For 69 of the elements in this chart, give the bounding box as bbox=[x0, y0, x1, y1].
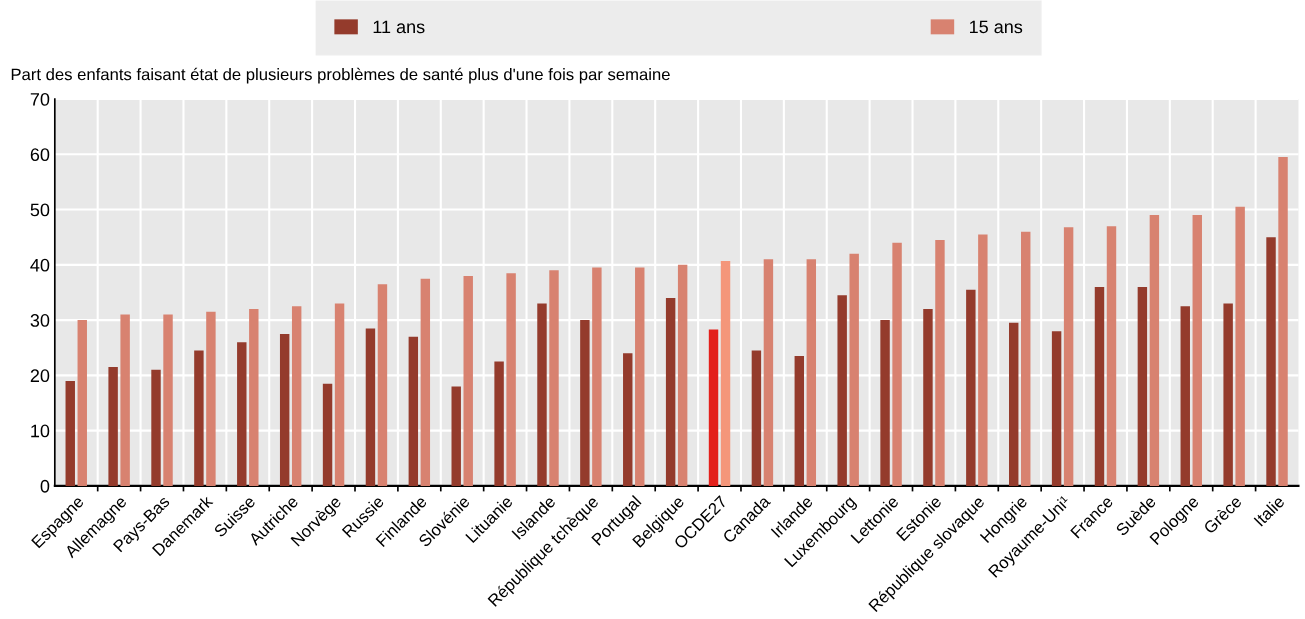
bar bbox=[451, 386, 461, 486]
bar bbox=[677, 264, 688, 486]
bar bbox=[463, 275, 473, 486]
bar bbox=[279, 333, 290, 486]
bar bbox=[763, 259, 774, 486]
bar bbox=[1137, 286, 1148, 486]
bar bbox=[849, 253, 859, 486]
bar bbox=[1266, 237, 1276, 486]
bar bbox=[720, 260, 731, 486]
bar bbox=[1021, 231, 1031, 486]
bar bbox=[206, 311, 216, 486]
bar bbox=[108, 367, 118, 486]
bar bbox=[978, 234, 988, 486]
y-tick-label: 0 bbox=[40, 479, 50, 493]
bar bbox=[249, 309, 259, 486]
bar bbox=[408, 336, 419, 486]
bar bbox=[923, 309, 933, 486]
bar bbox=[1192, 215, 1202, 486]
y-tick-label: 70 bbox=[30, 92, 50, 106]
bar bbox=[1223, 303, 1233, 486]
y-tick-label: 30 bbox=[30, 314, 50, 327]
bar bbox=[377, 284, 388, 486]
bar bbox=[1235, 206, 1245, 486]
legend-label: 11 ans bbox=[373, 20, 425, 34]
bar bbox=[708, 329, 719, 486]
bar bbox=[506, 273, 516, 486]
bar bbox=[1063, 227, 1074, 486]
bar bbox=[1051, 331, 1062, 486]
bar bbox=[291, 306, 302, 486]
bar bbox=[151, 369, 161, 486]
bar bbox=[1149, 215, 1160, 486]
bar bbox=[549, 270, 559, 486]
bar bbox=[592, 267, 602, 486]
bar bbox=[537, 303, 547, 486]
bar bbox=[194, 350, 204, 486]
bar bbox=[322, 383, 333, 486]
bar bbox=[794, 356, 805, 486]
bar bbox=[120, 314, 130, 486]
bar bbox=[892, 242, 902, 486]
y-tick-label: 40 bbox=[30, 258, 50, 272]
bar bbox=[420, 278, 431, 486]
bar bbox=[65, 380, 75, 486]
bar bbox=[751, 350, 762, 486]
bar bbox=[237, 342, 247, 486]
bar bbox=[1106, 226, 1117, 486]
bar bbox=[935, 239, 945, 486]
y-tick-label: 20 bbox=[30, 369, 50, 383]
bar bbox=[1094, 286, 1105, 486]
bar bbox=[77, 320, 87, 486]
bar bbox=[623, 353, 633, 486]
bar bbox=[163, 314, 173, 486]
bar bbox=[494, 361, 504, 486]
bar bbox=[334, 303, 345, 486]
y-axis-title: Part des enfants faisant état de plusieurs problèmes de santé plus d'une fois par semaine bbox=[11, 67, 670, 84]
bar bbox=[1180, 306, 1190, 486]
y-tick-label: 10 bbox=[31, 424, 50, 438]
bar bbox=[1009, 322, 1019, 486]
bar bbox=[635, 267, 645, 486]
bar bbox=[966, 289, 976, 486]
bar bbox=[880, 320, 890, 486]
bar bbox=[837, 295, 847, 486]
y-tick-label: 50 bbox=[30, 203, 50, 217]
bar bbox=[365, 328, 376, 486]
bar bbox=[806, 259, 817, 486]
bar bbox=[665, 298, 676, 486]
legend-label: 15 ans bbox=[970, 20, 1023, 34]
bar bbox=[580, 320, 590, 486]
bar bbox=[1278, 157, 1288, 486]
y-tick-label: 60 bbox=[30, 148, 50, 162]
